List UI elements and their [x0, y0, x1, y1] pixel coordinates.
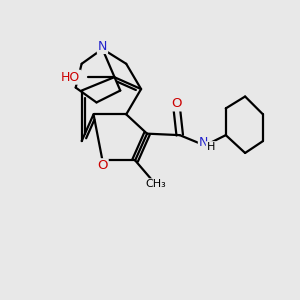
Text: O: O: [172, 98, 182, 110]
Text: N: N: [199, 136, 208, 149]
Text: H: H: [207, 142, 215, 152]
Text: HO: HO: [61, 71, 80, 84]
Text: O: O: [97, 159, 108, 172]
Text: CH₃: CH₃: [146, 179, 166, 189]
Text: N: N: [98, 40, 107, 53]
